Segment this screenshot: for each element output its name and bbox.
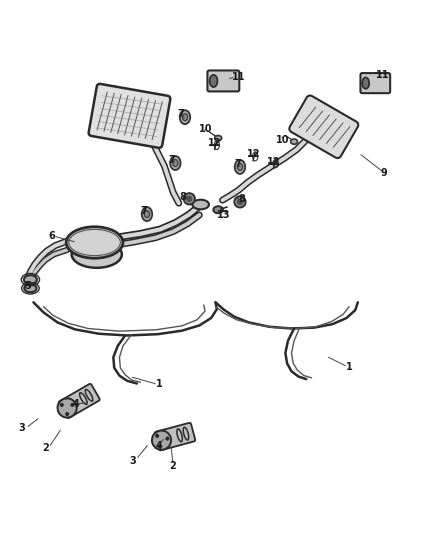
- Text: 7: 7: [234, 159, 241, 169]
- FancyBboxPatch shape: [88, 84, 170, 148]
- Circle shape: [66, 413, 68, 415]
- Ellipse shape: [235, 160, 245, 174]
- Ellipse shape: [210, 75, 218, 87]
- Circle shape: [187, 196, 192, 201]
- Text: 11: 11: [376, 70, 390, 80]
- Ellipse shape: [24, 285, 36, 292]
- Text: 10: 10: [276, 135, 289, 145]
- Text: 1: 1: [346, 362, 352, 372]
- Text: 9: 9: [381, 168, 387, 177]
- Text: 8: 8: [239, 194, 246, 204]
- Ellipse shape: [142, 207, 152, 221]
- FancyBboxPatch shape: [59, 384, 100, 418]
- Text: 7: 7: [141, 206, 147, 216]
- Circle shape: [184, 193, 195, 205]
- Ellipse shape: [192, 200, 209, 209]
- Text: 5: 5: [25, 281, 32, 291]
- Ellipse shape: [24, 275, 37, 284]
- Ellipse shape: [72, 241, 122, 268]
- Text: 10: 10: [199, 124, 213, 134]
- Circle shape: [71, 403, 74, 406]
- Text: 4: 4: [155, 440, 162, 450]
- Circle shape: [159, 445, 161, 447]
- Text: 3: 3: [130, 456, 136, 466]
- Ellipse shape: [213, 206, 223, 213]
- Ellipse shape: [66, 227, 123, 258]
- Text: 7: 7: [177, 109, 184, 119]
- Ellipse shape: [182, 114, 187, 120]
- Ellipse shape: [173, 159, 178, 166]
- Circle shape: [60, 403, 63, 406]
- Text: 2: 2: [42, 443, 49, 453]
- Text: 12: 12: [208, 139, 222, 148]
- Text: 3: 3: [18, 423, 25, 433]
- Text: 12: 12: [247, 149, 261, 159]
- Text: 1: 1: [155, 379, 162, 390]
- Circle shape: [152, 431, 171, 450]
- Ellipse shape: [237, 164, 243, 171]
- Text: 4: 4: [73, 399, 79, 409]
- Text: 7: 7: [169, 155, 176, 165]
- Circle shape: [237, 199, 243, 205]
- FancyBboxPatch shape: [155, 423, 195, 450]
- Ellipse shape: [362, 77, 369, 89]
- Ellipse shape: [290, 139, 297, 144]
- Ellipse shape: [170, 156, 180, 170]
- FancyBboxPatch shape: [208, 70, 239, 92]
- Circle shape: [234, 196, 246, 207]
- Ellipse shape: [145, 211, 150, 217]
- FancyBboxPatch shape: [360, 73, 390, 93]
- Text: 13: 13: [217, 210, 230, 220]
- Text: 11: 11: [232, 71, 246, 82]
- Text: 2: 2: [169, 462, 176, 472]
- Text: 12: 12: [267, 157, 280, 167]
- Ellipse shape: [215, 135, 222, 141]
- Text: 8: 8: [180, 192, 187, 201]
- Text: 6: 6: [49, 231, 56, 241]
- Circle shape: [156, 434, 159, 437]
- Circle shape: [166, 437, 169, 440]
- Circle shape: [57, 398, 77, 417]
- FancyBboxPatch shape: [289, 95, 358, 158]
- Ellipse shape: [180, 110, 190, 124]
